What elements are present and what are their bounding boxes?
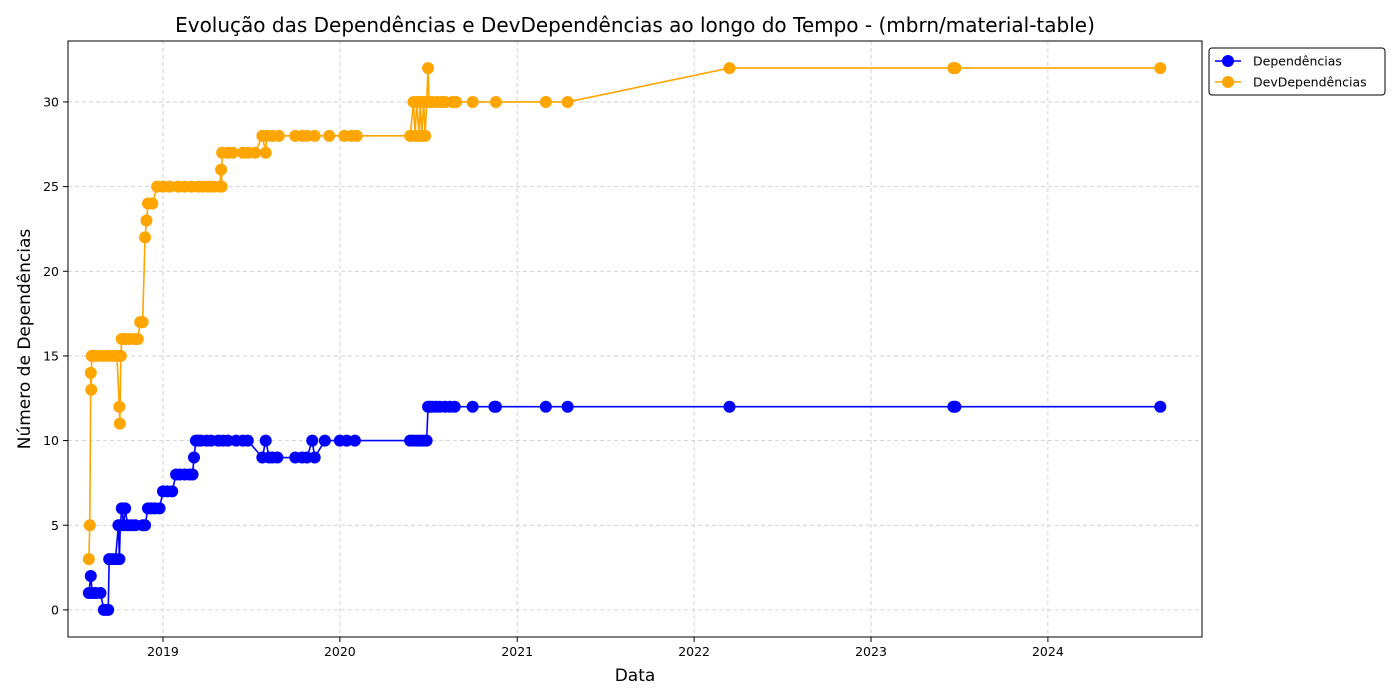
data-point-dependencias	[188, 451, 200, 464]
data-point-devdependencias	[82, 553, 95, 566]
data-point-devdependencias	[215, 163, 228, 176]
data-point-dependencias	[271, 451, 284, 464]
x-tick-label: 2019	[147, 644, 179, 659]
data-point-devdependencias	[466, 95, 479, 108]
y-tick-label: 25	[43, 179, 59, 194]
data-point-dependencias	[186, 468, 199, 481]
chart-title: Evolução das Dependências e DevDependênc…	[175, 13, 1095, 37]
data-point-devdependencias	[561, 95, 574, 108]
series-dependencias	[82, 400, 1167, 616]
data-point-dependencias	[102, 603, 115, 616]
data-point-dependencias	[348, 434, 361, 447]
data-point-dependencias	[306, 434, 319, 447]
y-tick-label: 0	[51, 602, 59, 617]
data-point-dependencias	[1154, 400, 1167, 413]
data-point-devdependencias	[249, 146, 262, 159]
y-tick-label: 5	[51, 518, 59, 533]
data-point-devdependencias	[422, 62, 435, 75]
data-point-dependencias	[420, 434, 433, 447]
data-point-devdependencias	[83, 519, 96, 532]
data-point-devdependencias	[1154, 62, 1167, 75]
x-tick-label: 2022	[678, 644, 710, 659]
legend-marker-dependencias	[1222, 55, 1234, 67]
y-tick-label: 15	[43, 348, 59, 363]
plot-frame	[67, 40, 1203, 638]
data-point-devdependencias	[140, 214, 153, 227]
data-point-devdependencias	[419, 129, 432, 142]
data-point-devdependencias	[489, 95, 502, 108]
data-point-devdependencias	[450, 95, 463, 108]
y-tick-label: 20	[43, 264, 59, 279]
legend-marker-devdependencias	[1222, 76, 1234, 88]
data-point-devdependencias	[136, 316, 149, 329]
data-point-devdependencias	[215, 180, 228, 193]
data-point-devdependencias	[139, 231, 152, 244]
data-point-dependencias	[723, 400, 736, 413]
data-point-devdependencias	[113, 417, 126, 430]
data-point-dependencias	[448, 400, 461, 413]
data-point-devdependencias	[84, 366, 97, 379]
data-point-devdependencias	[114, 349, 127, 362]
data-point-dependencias	[489, 400, 502, 413]
data-point-dependencias	[466, 400, 479, 413]
data-point-devdependencias	[272, 129, 285, 142]
data-point-devdependencias	[131, 333, 144, 345]
data-point-dependencias	[84, 570, 97, 583]
data-point-dependencias	[153, 502, 166, 515]
data-point-devdependencias	[113, 400, 126, 413]
data-point-devdependencias	[350, 129, 363, 142]
data-point-devdependencias	[323, 129, 336, 142]
data-point-devdependencias	[163, 180, 176, 193]
x-tick-label: 2023	[855, 644, 887, 659]
legend-label-dependencias: Dependências	[1253, 54, 1342, 69]
legend: Dependências DevDependências	[1208, 47, 1386, 96]
data-point-devdependencias	[308, 129, 321, 142]
data-point-devdependencias	[723, 62, 736, 75]
data-point-dependencias	[539, 400, 552, 413]
axes: 2019 2020 2021 2022 2023 2024 0 5 10 15 20 25 30	[43, 94, 1064, 659]
data-point-dependencias	[318, 434, 331, 447]
data-point-dependencias	[241, 434, 254, 447]
data-point-devdependencias	[539, 95, 552, 108]
data-point-devdependencias	[949, 62, 962, 75]
data-point-dependencias	[949, 400, 962, 413]
data-point-dependencias	[166, 485, 179, 498]
data-point-dependencias	[139, 519, 152, 532]
data-point-dependencias	[94, 586, 107, 599]
data-point-dependencias	[340, 434, 353, 447]
y-tick-label: 10	[43, 433, 59, 448]
x-tick-label: 2021	[501, 644, 533, 659]
data-point-dependencias	[221, 434, 234, 447]
x-tick-label: 2024	[1032, 644, 1064, 659]
data-point-dependencias	[308, 451, 321, 464]
data-point-dependencias	[561, 400, 574, 413]
y-axis-label: Número de Dependências	[15, 229, 35, 450]
data-point-dependencias	[119, 502, 132, 515]
legend-box	[1208, 47, 1386, 96]
data-point-devdependencias	[146, 197, 159, 210]
y-tick-label: 30	[43, 94, 59, 109]
data-point-devdependencias	[85, 383, 98, 396]
grid	[68, 41, 1202, 637]
series-layer	[82, 62, 1167, 616]
legend-label-devdependencias: DevDependências	[1253, 75, 1367, 90]
series-devdependencias	[82, 62, 1167, 566]
data-point-dependencias	[113, 553, 126, 566]
data-point-devdependencias	[259, 146, 272, 159]
x-tick-label: 2020	[324, 644, 356, 659]
x-axis-label: Data	[615, 666, 656, 686]
data-point-devdependencias	[226, 146, 239, 159]
data-point-dependencias	[259, 434, 272, 447]
